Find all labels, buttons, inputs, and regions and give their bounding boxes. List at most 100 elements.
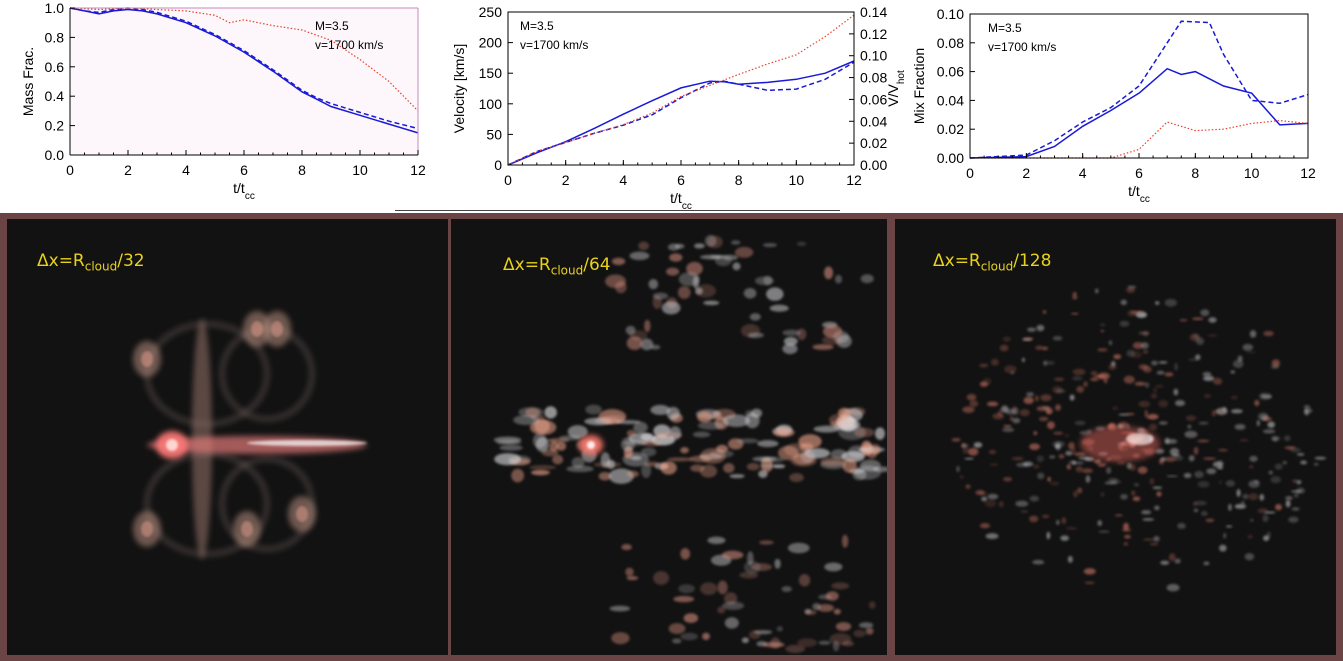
series-line-0	[969, 67, 1309, 159]
gas-blob	[1083, 381, 1088, 388]
gas-blob	[1275, 503, 1283, 511]
gas-blob	[1021, 357, 1026, 363]
gas-blob	[567, 425, 588, 439]
gas-blob	[1129, 464, 1137, 471]
gas-blob	[1285, 496, 1293, 501]
gas-blob	[641, 439, 662, 447]
gas-blob	[141, 521, 153, 537]
gas-blob	[837, 407, 851, 419]
gas-blob	[1142, 350, 1149, 354]
gas-blob	[653, 571, 670, 585]
gas-blob	[1093, 375, 1107, 378]
gas-blob	[683, 613, 699, 624]
gas-blob	[959, 475, 964, 479]
gas-blob	[1203, 561, 1210, 566]
gas-blob	[697, 421, 724, 430]
gas-blob	[1103, 378, 1108, 384]
gas-blob	[1071, 447, 1076, 455]
gas-blob	[1158, 421, 1168, 425]
chart-mass-fraction-svg: 0 2 4 6 8 10 12 0.0 0.2 0.4 0.6 0.8 1.0 t/tcc Mass Fra…	[20, 0, 426, 202]
gas-blob	[697, 411, 713, 423]
gas-blob	[818, 640, 831, 645]
gas-blob	[690, 464, 705, 472]
gas-blob	[1134, 381, 1146, 386]
gas-blob	[1071, 376, 1083, 381]
gas-blob	[1093, 459, 1102, 464]
gas-blob	[1138, 400, 1151, 408]
gas-blob	[1211, 409, 1216, 417]
x-axis-label-main: t/t	[1128, 183, 1140, 199]
gas-blob	[1126, 433, 1154, 445]
panel-label-prefix: Δx=R	[503, 255, 551, 275]
gas-blob	[1029, 495, 1040, 502]
y-tick-label: 150	[479, 65, 503, 81]
y-tick-label: 50	[486, 126, 502, 142]
x-tick-label: 12	[410, 162, 426, 178]
gas-blob	[668, 623, 686, 634]
y-tick-label: 1.0	[45, 0, 65, 16]
gas-blob	[541, 448, 559, 457]
gas-blob	[999, 344, 1009, 352]
gas-blob	[1032, 559, 1045, 565]
gas-blob	[525, 407, 540, 417]
gas-blob	[166, 439, 178, 451]
gas-blob	[1047, 476, 1051, 482]
gas-blob	[1193, 446, 1199, 455]
y-axis-label: Mix Fraction	[911, 48, 927, 124]
gas-blob	[1029, 443, 1040, 450]
gas-blob	[271, 321, 283, 337]
gas-blob	[1197, 480, 1210, 488]
gas-blob	[692, 275, 700, 289]
gas-blob	[667, 457, 693, 462]
gas-blob	[1003, 477, 1013, 482]
gas-blob	[762, 243, 777, 248]
gas-blob	[626, 470, 639, 478]
gas-blob	[1242, 343, 1254, 351]
gas-blob	[1174, 362, 1178, 371]
simulation-image-64	[493, 235, 887, 654]
gas-blob	[748, 630, 761, 640]
y-tick-label: 0.2	[45, 118, 65, 134]
gas-blob	[585, 404, 602, 415]
gas-blob	[629, 251, 650, 261]
panel-label-suffix: /128	[1013, 251, 1052, 271]
x-axis-label-main: t/t	[233, 180, 245, 196]
gas-blob	[641, 463, 652, 478]
gas-blob	[1060, 535, 1070, 541]
gas-blob	[721, 550, 744, 560]
gas-blob	[1212, 461, 1223, 468]
gas-blob	[1056, 519, 1060, 525]
gas-blob	[854, 465, 882, 480]
gas-blob	[695, 284, 717, 298]
gas-blob	[251, 321, 263, 337]
gas-blob	[798, 434, 822, 449]
panel-label-prefix: Δx=R	[37, 251, 85, 271]
gas-blob	[1174, 455, 1184, 461]
gas-blob	[1120, 493, 1128, 500]
gas-blob	[1288, 516, 1299, 523]
gas-blob	[796, 241, 807, 247]
simulation-panels: Δx=Rcloud/32 Δx=Rcloud/64 Δx=Rcloud/128	[0, 213, 1343, 661]
gas-blob	[1003, 424, 1012, 428]
gas-blob	[1077, 487, 1083, 494]
gas-blob	[700, 582, 718, 595]
gas-blob	[1179, 319, 1188, 322]
gas-blob	[707, 235, 723, 249]
gas-blob	[1027, 327, 1037, 332]
gas-blob	[661, 301, 681, 315]
gas-blob	[673, 595, 695, 603]
gas-blob	[1078, 456, 1090, 460]
gas-blob	[841, 534, 849, 548]
gas-blob	[710, 254, 725, 260]
gas-blob	[1284, 446, 1296, 450]
gas-blob	[783, 336, 798, 346]
gas-blob	[1112, 406, 1119, 410]
x-tick-label: 0	[504, 172, 512, 188]
gas-blob	[842, 640, 854, 647]
y-tick-label: 0	[494, 157, 502, 173]
gas-blob	[777, 445, 799, 461]
gas-blob	[611, 632, 630, 645]
gas-blob	[1193, 508, 1199, 512]
gas-blob	[722, 414, 751, 427]
gas-blob	[1228, 503, 1232, 511]
